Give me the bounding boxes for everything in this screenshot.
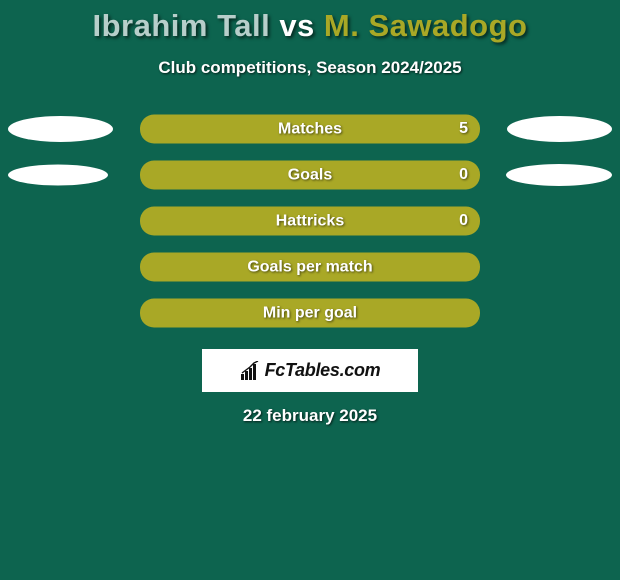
- stats-area: Matches 5 Goals 0 Hattricks 0 Goals per match M…: [0, 106, 620, 336]
- stat-pill: Min per goal: [140, 299, 480, 328]
- stat-label: Hattricks: [276, 212, 344, 230]
- stat-value-right: 5: [459, 120, 468, 138]
- title-vs: vs: [279, 8, 314, 43]
- left-magnitude-ellipse: [8, 165, 108, 186]
- title-player1: Ibrahim Tall: [93, 8, 271, 43]
- comparison-card: Ibrahim Tall vs M. Sawadogo Club competi…: [0, 0, 620, 580]
- stat-row: Goals per match: [0, 244, 620, 290]
- right-magnitude-ellipse: [506, 164, 612, 186]
- stat-label: Matches: [278, 120, 342, 138]
- stat-value-right: 0: [459, 166, 468, 184]
- right-magnitude-ellipse: [507, 116, 612, 142]
- stat-row: Hattricks 0: [0, 198, 620, 244]
- stat-value-right: 0: [459, 212, 468, 230]
- stat-label: Min per goal: [263, 304, 357, 322]
- stat-pill: Goals: [140, 161, 480, 190]
- date: 22 february 2025: [0, 406, 620, 426]
- bar-chart-icon: [240, 361, 260, 381]
- stat-pill: Hattricks: [140, 207, 480, 236]
- stat-label: Goals per match: [247, 258, 372, 276]
- stat-row: Min per goal: [0, 290, 620, 336]
- stat-row: Matches 5: [0, 106, 620, 152]
- logo-text: FcTables.com: [265, 360, 381, 381]
- subtitle: Club competitions, Season 2024/2025: [0, 58, 620, 78]
- title-player2: M. Sawadogo: [324, 8, 528, 43]
- logo-box: FcTables.com: [202, 349, 418, 392]
- title: Ibrahim Tall vs M. Sawadogo: [0, 0, 620, 44]
- left-magnitude-ellipse: [8, 116, 113, 142]
- stat-label: Goals: [288, 166, 332, 184]
- stat-pill: Matches: [140, 115, 480, 144]
- stat-row: Goals 0: [0, 152, 620, 198]
- stat-pill: Goals per match: [140, 253, 480, 282]
